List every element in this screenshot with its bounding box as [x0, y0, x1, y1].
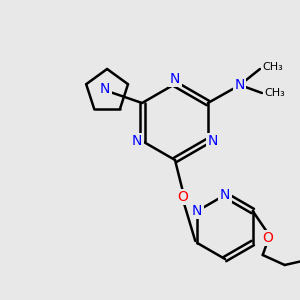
- Text: CH₃: CH₃: [262, 62, 283, 72]
- Text: N: N: [192, 204, 202, 218]
- Text: O: O: [262, 231, 273, 245]
- Text: N: N: [235, 78, 245, 92]
- Text: N: N: [100, 82, 110, 96]
- Text: N: N: [132, 134, 142, 148]
- Text: N: N: [220, 188, 230, 202]
- Text: N: N: [170, 72, 180, 86]
- Text: CH₃: CH₃: [264, 88, 285, 98]
- Text: N: N: [208, 134, 218, 148]
- Text: O: O: [178, 190, 188, 204]
